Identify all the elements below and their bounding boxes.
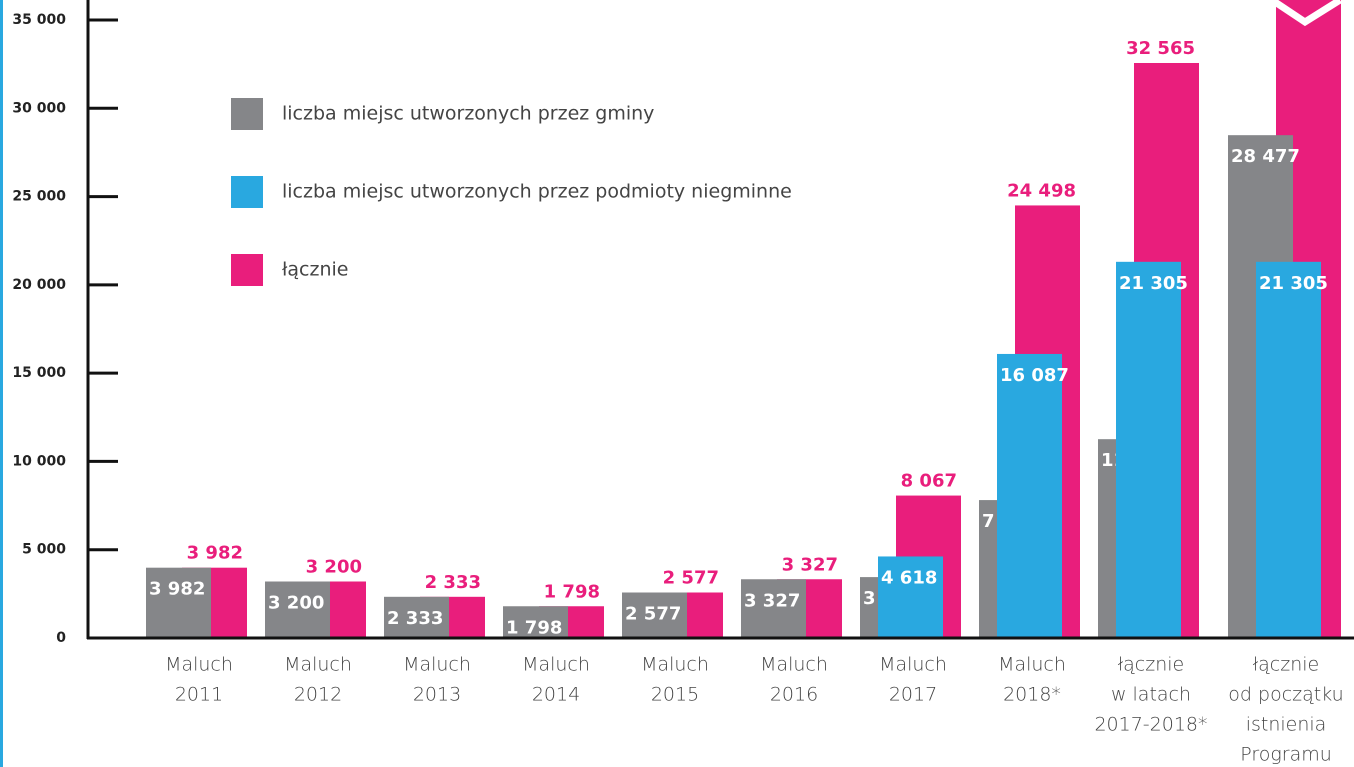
x-tick-label: 2015 — [651, 684, 699, 706]
value-label: 3 327 — [782, 554, 838, 575]
value-label: 4 618 — [881, 567, 937, 588]
x-tick-label: Maluch — [760, 654, 828, 676]
x-tick-label: Maluch — [522, 654, 590, 676]
x-tick-label: Programu — [1240, 744, 1332, 766]
bar — [503, 606, 568, 638]
x-tick-label: 2012 — [294, 684, 342, 706]
legend-label: liczba miejsc utworzonych przez gminy — [282, 103, 654, 125]
legend-swatch — [231, 254, 263, 286]
x-tick-label: Maluch — [403, 654, 471, 676]
x-tick-label: 2018* — [1003, 684, 1061, 706]
y-tick-label: 30 000 — [12, 100, 66, 116]
bar — [741, 579, 806, 638]
y-tick-label: 20 000 — [12, 277, 66, 293]
x-tick-label: 2016 — [770, 684, 818, 706]
axis-break — [1270, 0, 1342, 27]
x-tick-label: 2017 — [889, 684, 937, 706]
legend-label: liczba miejsc utworzonych przez podmioty… — [282, 181, 792, 203]
x-tick-label: w latach — [1111, 684, 1191, 706]
bar — [622, 592, 687, 638]
y-tick-label: 5 000 — [22, 542, 66, 558]
value-label: 3 982 — [187, 543, 243, 564]
value-label: 16 087 — [1000, 365, 1069, 386]
bar — [997, 353, 1062, 638]
x-tick-label: Maluch — [641, 654, 709, 676]
x-tick-label: Maluch — [284, 654, 352, 676]
y-tick-label: 15 000 — [12, 365, 66, 381]
x-tick-label: 2017-2018* — [1094, 714, 1207, 736]
y-tick-label: 10 000 — [12, 453, 66, 469]
x-tick-label: łącznie — [1118, 654, 1184, 676]
x-tick-label: Maluch — [998, 654, 1066, 676]
bar — [384, 596, 449, 638]
x-tick-label: łącznie — [1253, 654, 1319, 676]
legend-swatch — [231, 98, 263, 130]
y-tick-label: 0 — [56, 630, 66, 646]
x-tick-label: istnienia — [1246, 714, 1327, 736]
value-label: 24 498 — [1007, 180, 1076, 201]
bar — [146, 567, 211, 638]
x-tick-label: Maluch — [879, 654, 947, 676]
value-label: 2 577 — [663, 567, 719, 588]
value-label: 2 333 — [387, 608, 443, 629]
bar — [1116, 261, 1181, 638]
value-label: 8 067 — [901, 471, 957, 492]
value-label: 3 327 — [744, 590, 800, 611]
x-tick-label: 2014 — [532, 684, 580, 706]
x-tick-label: Maluch — [165, 654, 233, 676]
x-tick-label: od początku — [1228, 684, 1343, 706]
value-label: 3 200 — [268, 592, 324, 613]
value-label: 2 333 — [425, 572, 481, 593]
legend-swatch — [231, 176, 263, 208]
value-label: 21 305 — [1119, 273, 1188, 294]
value-label: 21 305 — [1259, 273, 1328, 294]
bars: 3 982 3 982 3 200 3 200 2 333 2 333 1 798 1 798… — [146, 0, 1341, 638]
value-label: 2 577 — [625, 603, 681, 624]
value-label: 3 982 — [149, 579, 205, 600]
bar — [265, 581, 330, 638]
value-label: 3 200 — [306, 556, 362, 577]
bar — [878, 556, 943, 638]
y-tick-label: 25 000 — [12, 189, 66, 205]
value-label: 1 798 — [544, 581, 600, 602]
x-tick-label: 2013 — [413, 684, 461, 706]
value-label: 1 798 — [506, 617, 562, 638]
x-tick-label: 2011 — [175, 684, 223, 706]
bar — [1256, 261, 1321, 638]
value-label: 32 565 — [1126, 38, 1195, 59]
legend-label: łącznie — [282, 259, 348, 281]
value-label: 28 477 — [1231, 146, 1300, 167]
y-tick-label: 35 000 — [12, 12, 66, 28]
